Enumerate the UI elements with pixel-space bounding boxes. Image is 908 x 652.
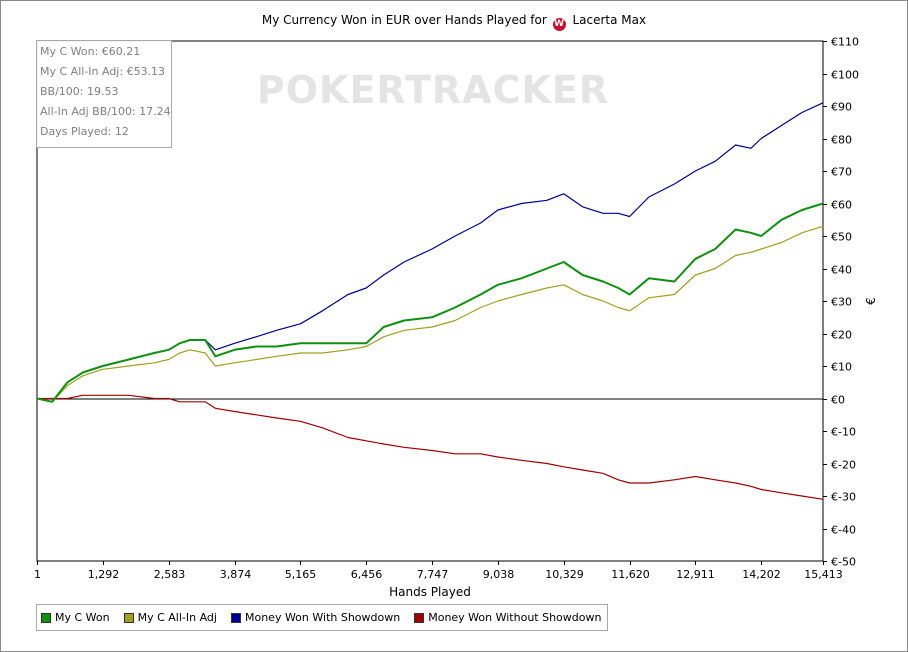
- x-tick-label: 9,038: [483, 568, 515, 581]
- y-tick-label: €-10: [831, 426, 856, 439]
- stats-box: My C Won: €60.21 My C All-In Adj: €53.13…: [36, 40, 172, 148]
- y-tick-label: €-40: [831, 524, 856, 537]
- legend-swatch: [230, 612, 241, 623]
- player-name: Lacerta Max: [572, 13, 647, 27]
- stat-bb-100: BB/100: 19.53: [40, 85, 119, 98]
- y-tick-label: €30: [831, 296, 852, 309]
- y-tick-label: €50: [831, 231, 852, 244]
- y-tick-label: €-30: [831, 491, 856, 504]
- legend-item[interactable]: My C All-In Adj: [123, 611, 217, 624]
- x-tick-label: 3,874: [220, 568, 252, 581]
- chart-title-row: My Currency Won in EUR over Hands Played…: [0, 12, 908, 31]
- y-tick-label: €70: [831, 166, 852, 179]
- legend-item[interactable]: Money Won Without Showdown: [414, 611, 601, 624]
- y-tick-label: €90: [831, 101, 852, 114]
- stat-all-in-adj-bb-100: All-In Adj BB/100: 17.24: [40, 105, 171, 118]
- site-logo-icon: W: [552, 18, 566, 31]
- legend-label: Money Won Without Showdown: [428, 611, 602, 624]
- y-tick-label: €60: [831, 199, 852, 212]
- y-axis-title: €: [864, 297, 878, 305]
- legend-swatch: [123, 612, 134, 623]
- y-tick-label: €-20: [831, 459, 856, 472]
- stat-days-played: Days Played: 12: [40, 125, 129, 138]
- legend-label: My C Won: [55, 611, 110, 624]
- y-tick-label: €40: [831, 264, 852, 277]
- legend-swatch: [41, 612, 51, 623]
- legend-item[interactable]: My C Won: [41, 611, 110, 624]
- legend-label: My C All-In Adj: [137, 611, 217, 624]
- y-tick-label: €-50: [831, 556, 856, 569]
- series-line-1: [36, 225, 824, 403]
- legend-item[interactable]: Money Won With Showdown: [230, 611, 401, 624]
- chart-legend: My C Won My C All-In Adj Money Won With …: [36, 604, 609, 631]
- y-tick-label: €110: [831, 36, 859, 49]
- watermark-text: POKERTRACKER: [257, 68, 609, 112]
- x-tick-label: 10,329: [545, 568, 584, 581]
- x-tick-label: 11,620: [611, 568, 650, 581]
- series-line-0: [36, 202, 824, 403]
- x-tick-label: 1,292: [88, 568, 120, 581]
- x-tick-label: 5,165: [285, 568, 317, 581]
- chart-title: My Currency Won in EUR over Hands Played…: [261, 13, 547, 27]
- y-tick-label: €100: [831, 69, 859, 82]
- series-line-3: [37, 394, 824, 500]
- stat-c-won: My C Won: €60.21: [40, 45, 141, 58]
- x-tick-label: 1: [34, 568, 41, 581]
- stat-all-in-adj: My C All-In Adj: €53.13: [40, 65, 166, 78]
- y-tick-label: €10: [831, 361, 852, 374]
- x-tick-label: 6,456: [351, 568, 383, 581]
- legend-label: Money Won With Showdown: [244, 611, 401, 624]
- x-tick-label: 2,583: [154, 568, 186, 581]
- x-tick-label: 12,911: [676, 568, 715, 581]
- x-axis-title: Hands Played: [389, 585, 471, 599]
- y-tick-label: €20: [831, 329, 852, 342]
- y-tick-label: €80: [831, 134, 852, 147]
- legend-swatch: [414, 612, 425, 623]
- x-tick-label: 7,747: [417, 568, 449, 581]
- y-tick-label: €0: [831, 394, 845, 407]
- x-tick-label: 15,413: [804, 568, 843, 581]
- x-tick-label: 14,202: [742, 568, 781, 581]
